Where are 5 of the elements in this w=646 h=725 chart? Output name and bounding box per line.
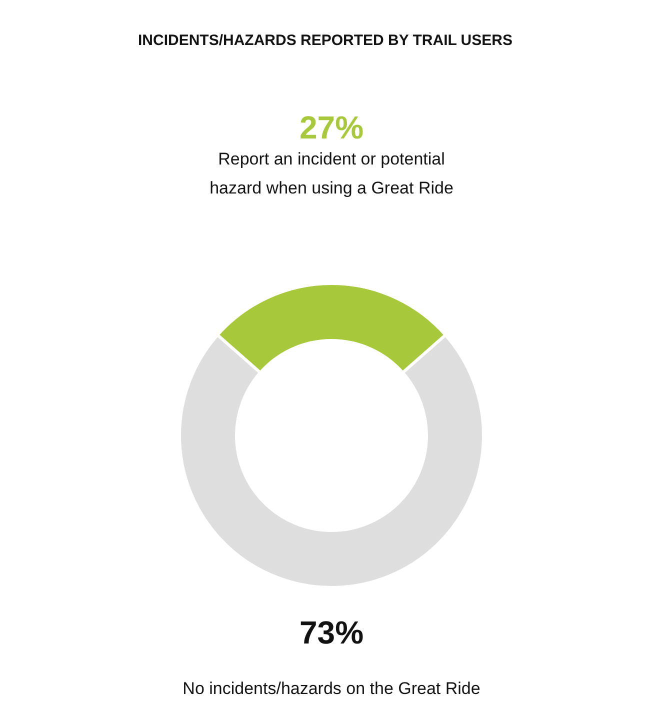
data-label: 73% (299, 614, 364, 650)
chart-title: INCIDENTS/HAZARDS REPORTED BY TRAIL USERS (138, 32, 512, 49)
slice-label: No incidents/hazards on the Great Ride (182, 679, 480, 698)
slice-label: Report an incident or potential hazard when using a Great Ride (210, 149, 454, 198)
data-label: 27% (299, 110, 364, 146)
